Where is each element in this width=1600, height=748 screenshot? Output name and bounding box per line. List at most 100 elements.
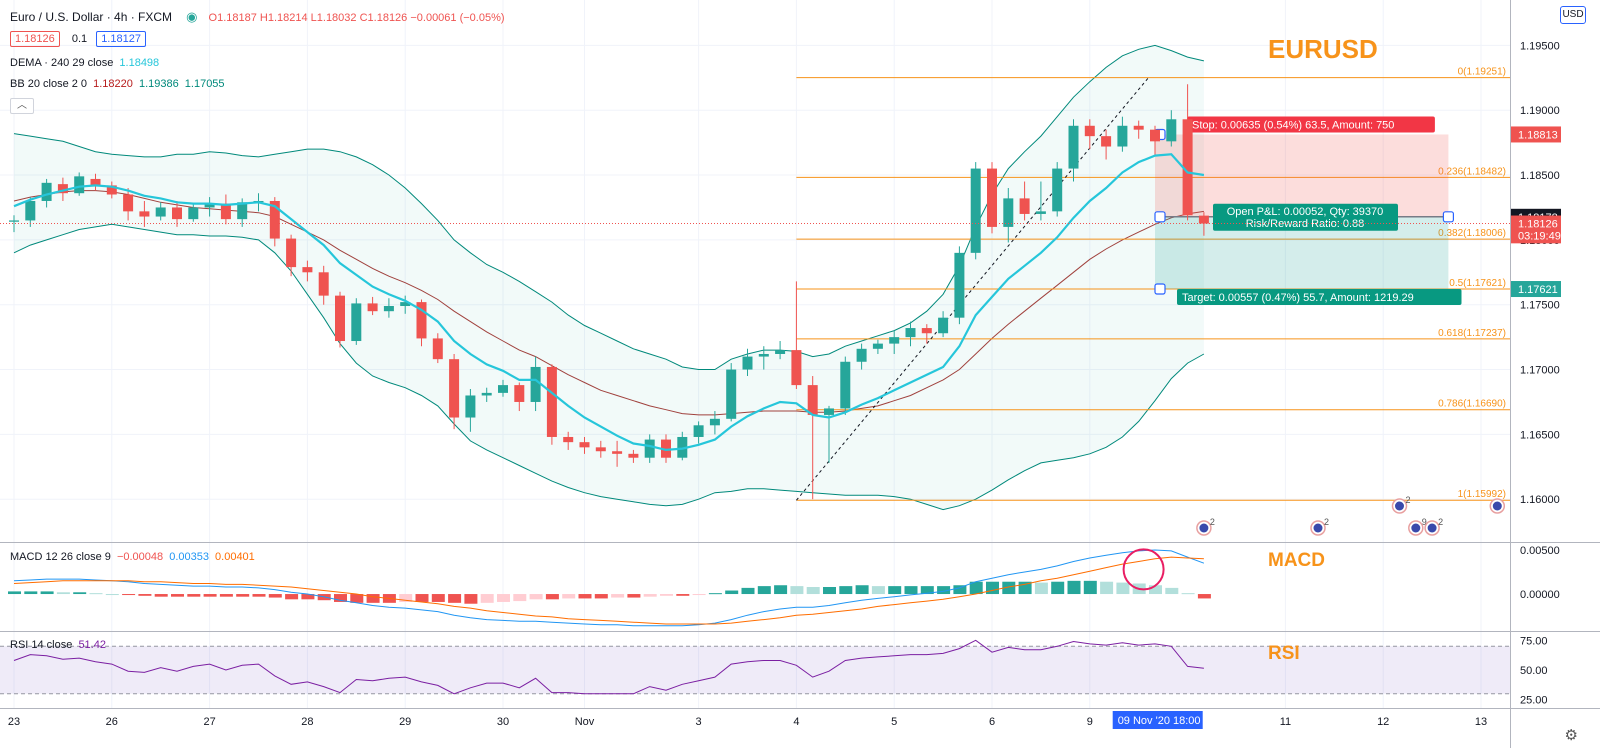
chevron-up-icon[interactable]: ︿ bbox=[10, 98, 34, 114]
bb-fill bbox=[14, 45, 1204, 510]
candle-body bbox=[742, 356, 753, 370]
candle-body bbox=[546, 366, 557, 437]
candle-body bbox=[530, 366, 541, 402]
candle-body bbox=[1133, 125, 1144, 130]
macd-histogram-bar bbox=[627, 594, 641, 598]
settings-gear-icon[interactable]: ⚙ bbox=[1564, 727, 1578, 744]
candle-body bbox=[840, 361, 851, 409]
candle-body bbox=[172, 207, 182, 220]
candle-body bbox=[1084, 125, 1095, 137]
candle-body bbox=[237, 202, 248, 220]
macd-signal-line bbox=[13, 556, 1204, 625]
candle-body bbox=[318, 272, 329, 296]
candle-body bbox=[269, 200, 280, 239]
fib-level-label: 0.236(1.18482) bbox=[1438, 166, 1506, 177]
candles bbox=[9, 84, 1209, 500]
currency-button[interactable]: USD bbox=[1560, 6, 1586, 24]
symbol-title[interactable]: Euro / U.S. Dollar · 4h · FXCM bbox=[10, 10, 173, 24]
fib-level-label: 0.618(1.17237) bbox=[1438, 328, 1506, 339]
macd-histogram-bar bbox=[676, 594, 690, 596]
macd-label: MACD 12 26 close 9 bbox=[10, 551, 111, 563]
price-axis: 1.195001.190001.185001.180001.175001.170… bbox=[1511, 40, 1561, 506]
macd-histogram-bar bbox=[1051, 581, 1065, 595]
event-flag-inner bbox=[1492, 501, 1502, 511]
bb-legend[interactable]: BB 20 close 2 0 1.18220 1.19386 1.17055 bbox=[10, 78, 228, 90]
fib-level-label: 0.382(1.18006) bbox=[1438, 228, 1506, 239]
macd-legend[interactable]: MACD 12 26 close 9 −0.00048 0.00353 0.00… bbox=[10, 551, 258, 563]
time-tick-label: 13 bbox=[1475, 716, 1487, 728]
economic-events: 2 2 2 9 2 bbox=[1196, 495, 1506, 536]
target-label-text: Target: 0.00557 (0.47%) 55.7, Amount: 12… bbox=[1182, 292, 1414, 304]
stop-label-text: Stop: 0.00635 (0.54%) 63.5, Amount: 750 bbox=[1192, 119, 1394, 131]
rsi-legend[interactable]: RSI 14 close 51.42 bbox=[10, 639, 109, 651]
time-tick-label: 11 bbox=[1280, 716, 1291, 728]
candle-body bbox=[188, 207, 199, 220]
rsi-tick-label: 25.00 bbox=[1520, 695, 1548, 707]
macd-histogram-bar bbox=[643, 594, 657, 597]
candle-body bbox=[644, 439, 655, 458]
candle-body bbox=[1166, 119, 1177, 142]
macd-histogram-bar bbox=[1067, 580, 1081, 595]
time-tick-label: 6 bbox=[989, 716, 995, 728]
price-tick-label: 1.19500 bbox=[1520, 40, 1560, 52]
dema-legend[interactable]: DEMA · 240 29 close 1.18498 bbox=[10, 57, 162, 69]
dema-value: 1.18498 bbox=[119, 57, 160, 69]
macd-histogram-bar bbox=[464, 594, 478, 604]
candle-body bbox=[758, 353, 769, 357]
bb-upper-line bbox=[13, 44, 1205, 370]
macd-histogram-bar bbox=[8, 591, 21, 595]
price-label-bg bbox=[1511, 126, 1561, 143]
time-tick-label: 9 bbox=[1087, 716, 1093, 728]
macd-hist-value: −0.00048 bbox=[116, 551, 164, 563]
macd-histogram-bar bbox=[431, 594, 445, 602]
rsi-value: 51.42 bbox=[78, 639, 106, 651]
rsi-title: RSI bbox=[1268, 643, 1300, 664]
macd-tick-label: 0.00500 bbox=[1520, 545, 1560, 557]
candle-body bbox=[498, 385, 508, 393]
macd-histogram-bar bbox=[594, 594, 608, 599]
candle-body bbox=[612, 451, 623, 454]
trade-buttons: 1.18126 0.1 1.18127 bbox=[10, 31, 149, 47]
candle-body bbox=[481, 392, 492, 396]
grid bbox=[0, 0, 1510, 708]
candle-body bbox=[74, 176, 85, 194]
candle-body bbox=[709, 418, 720, 426]
macd-histogram-bar bbox=[1181, 593, 1195, 595]
macd-histogram-bar bbox=[334, 594, 347, 602]
rsi-axis: 75.00 50.00 25.00 bbox=[1520, 635, 1548, 706]
macd-histogram-bar bbox=[40, 591, 54, 595]
highlight-circle bbox=[1122, 548, 1165, 591]
rsi-label: RSI 14 close bbox=[10, 639, 73, 651]
price-tick-label: 1.16000 bbox=[1520, 494, 1560, 506]
macd-histogram-bar bbox=[855, 585, 869, 595]
macd-histogram-bar bbox=[171, 594, 184, 597]
macd-histogram-bar bbox=[1165, 587, 1179, 595]
event-flag-inner bbox=[1411, 523, 1421, 533]
macd-histogram-bar bbox=[252, 594, 266, 597]
price-tick-label: 1.16500 bbox=[1520, 429, 1560, 441]
rsi-tick-label: 75.00 bbox=[1520, 635, 1548, 647]
short-position-tool: Stop: 0.00635 (0.54%) 63.5, Amount: 750 T… bbox=[1154, 116, 1462, 306]
macd-histogram-bar bbox=[871, 586, 885, 595]
fib-level-label: 0.5(1.17621) bbox=[1449, 278, 1506, 289]
macd-histogram-bar bbox=[774, 585, 788, 595]
macd-histogram-bar bbox=[757, 586, 771, 595]
macd-histogram-bar bbox=[203, 594, 217, 597]
candle-body bbox=[155, 207, 166, 217]
candle-body bbox=[905, 328, 916, 338]
price-label: 1.18813 bbox=[1518, 129, 1558, 141]
candle-body bbox=[1019, 198, 1030, 214]
event-count: 2 bbox=[1406, 495, 1411, 505]
macd-histogram-bar bbox=[953, 585, 967, 595]
time-tick-label: Nov bbox=[575, 716, 595, 728]
macd-histogram-bar bbox=[268, 594, 282, 598]
candle-body bbox=[1035, 211, 1046, 214]
price-tick-label: 1.18500 bbox=[1520, 170, 1560, 182]
sell-button[interactable]: 1.18126 bbox=[10, 31, 60, 47]
macd-histogram-bar bbox=[611, 594, 625, 598]
candle-body bbox=[807, 385, 818, 415]
macd-histogram-bar bbox=[89, 593, 103, 595]
candle-body bbox=[286, 238, 297, 268]
buy-button[interactable]: 1.18127 bbox=[96, 31, 146, 47]
